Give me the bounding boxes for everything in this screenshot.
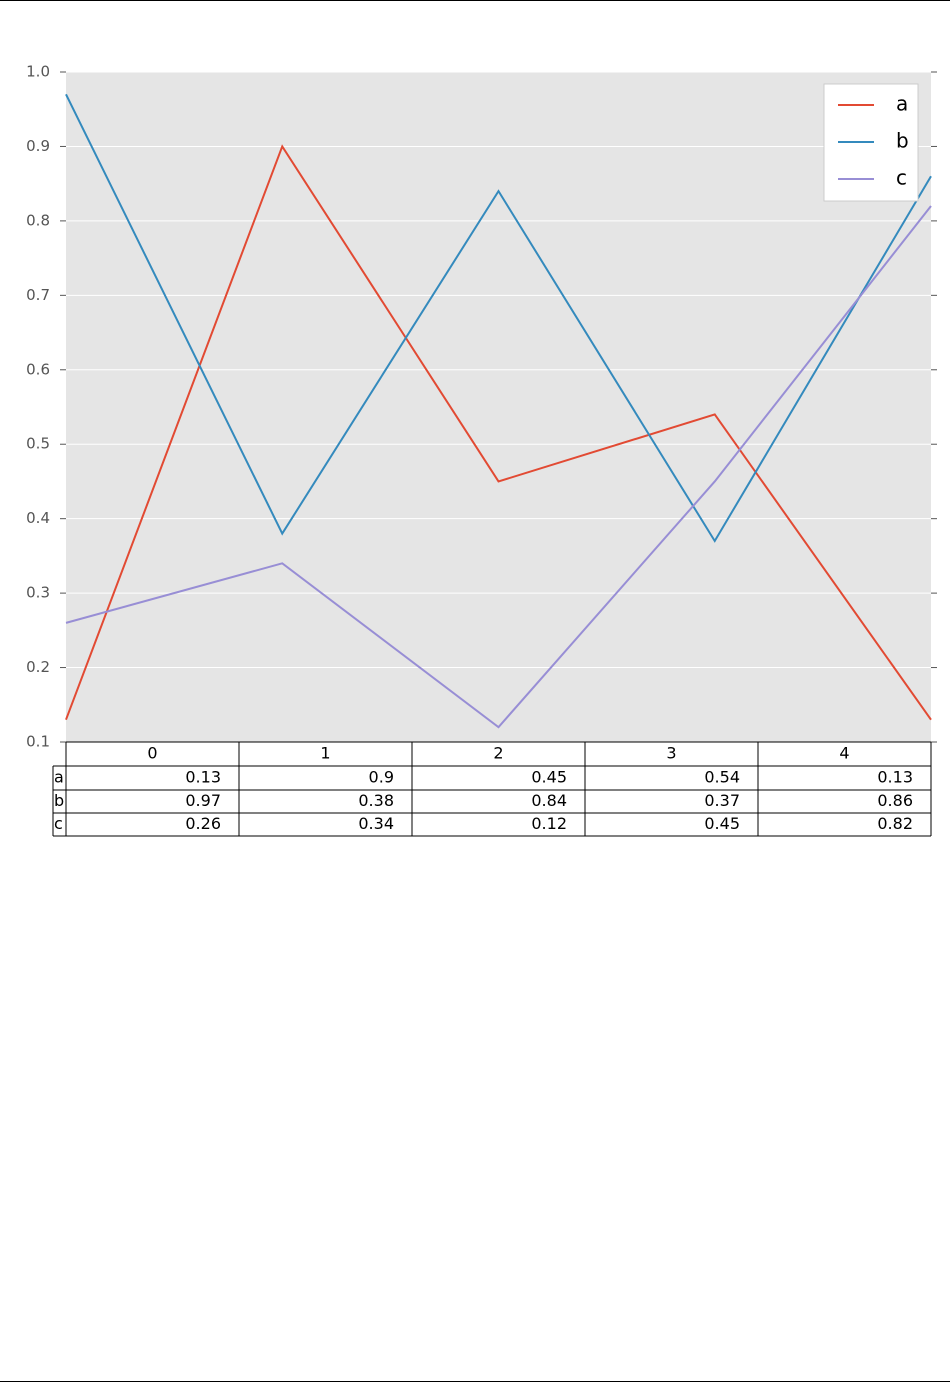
table-header: 2	[493, 744, 503, 763]
y-tick-label: 0.5	[26, 435, 50, 453]
table-cell: 0.86	[877, 791, 913, 810]
table-cell: 0.97	[185, 791, 221, 810]
table-cell: 0.37	[704, 791, 740, 810]
y-tick-label: 0.4	[26, 509, 50, 527]
table-row-label: c	[54, 814, 63, 833]
table-cell: 0.12	[531, 814, 567, 833]
y-tick-label: 0.2	[26, 658, 50, 676]
y-tick-label: 0.3	[26, 584, 50, 602]
table-cell: 0.45	[531, 768, 567, 787]
y-tick-label: 1.0	[26, 63, 50, 81]
y-tick-label: 0.6	[26, 360, 50, 378]
table-cell: 0.34	[358, 814, 394, 833]
series-line	[65, 205, 932, 729]
legend-label: a	[896, 92, 908, 116]
table-cell: 0.38	[358, 791, 394, 810]
table-row-label: a	[54, 768, 64, 787]
y-tick-label: 0.9	[26, 137, 50, 155]
table-cell: 0.82	[877, 814, 913, 833]
table-cell: 0.84	[531, 791, 567, 810]
table-header: 3	[666, 744, 676, 763]
table-header: 0	[147, 744, 157, 763]
table-cell: 0.13	[877, 768, 913, 787]
series-line	[65, 93, 932, 543]
table-header: 1	[320, 744, 330, 763]
legend-label: b	[896, 129, 909, 153]
y-tick-label: 0.1	[26, 733, 50, 751]
legend-label: c	[896, 166, 907, 190]
y-tick-label: 0.8	[26, 211, 50, 229]
plot-area	[66, 72, 931, 742]
series-line	[65, 144, 932, 721]
table-header: 4	[839, 744, 849, 763]
y-tick-label: 0.7	[26, 286, 50, 304]
table-cell: 0.26	[185, 814, 221, 833]
table-cell: 0.45	[704, 814, 740, 833]
table-cell: 0.54	[704, 768, 740, 787]
table-cell: 0.13	[185, 768, 221, 787]
table-cell: 0.9	[369, 768, 394, 787]
table-row-label: b	[54, 791, 64, 810]
